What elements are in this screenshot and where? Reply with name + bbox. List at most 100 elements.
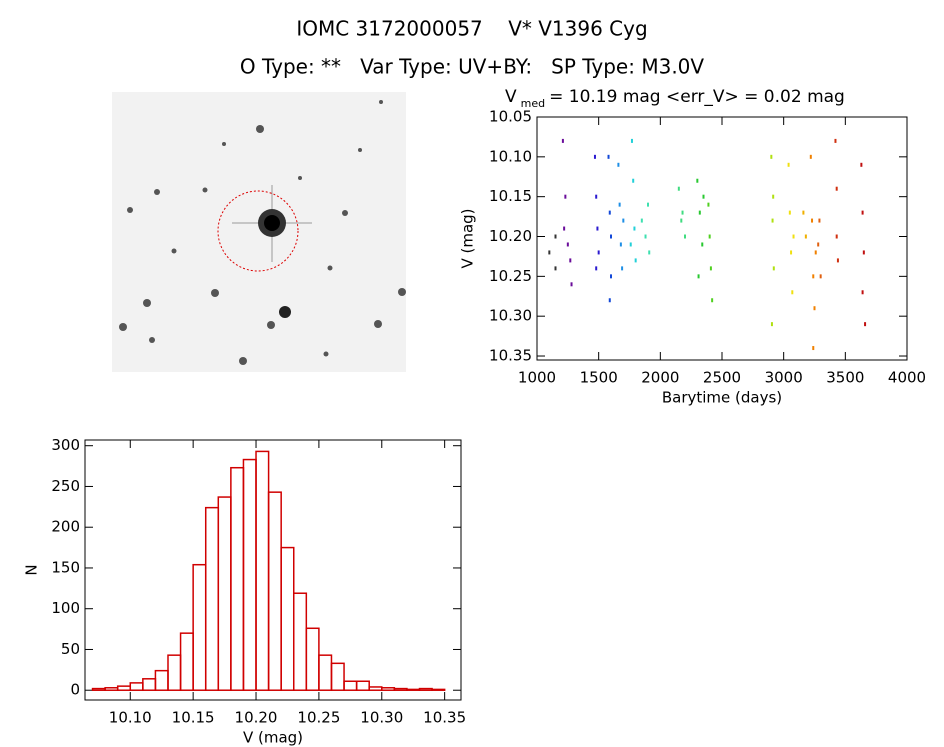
histogram-bar <box>230 466 245 691</box>
y-tick-label: 250 <box>51 477 80 495</box>
plot-title-part: = 10.19 mag <err_V> = 0.02 mag <box>549 87 845 107</box>
data-point <box>548 250 551 255</box>
data-point <box>617 162 620 167</box>
x-tick-label: 1500 <box>580 369 618 387</box>
plot-frame <box>84 439 462 701</box>
y-tick-label: 300 <box>51 436 80 454</box>
data-point <box>566 242 569 247</box>
data-point <box>809 154 812 159</box>
data-point <box>619 242 622 247</box>
data-point <box>790 250 793 255</box>
histogram-bar <box>381 687 396 691</box>
y-tick-label: 10.10 <box>489 147 532 165</box>
data-point <box>621 266 624 271</box>
data-point <box>608 210 611 215</box>
figure-subtitle: O Type: ** Var Type: UV+BY: SP Type: M3.… <box>240 55 704 79</box>
data-point <box>622 218 625 223</box>
histogram-bar <box>267 491 282 691</box>
y-axis-label: N <box>23 564 41 575</box>
plot-frame <box>536 116 908 361</box>
data-point <box>812 274 815 279</box>
x-tick-label: 2500 <box>703 369 741 387</box>
histogram-bar <box>393 687 408 691</box>
x-axis-label: V (mag) <box>243 729 303 747</box>
data-point <box>707 202 710 207</box>
data-point <box>681 210 684 215</box>
y-tick-label: 10.25 <box>489 267 532 285</box>
data-point <box>770 322 773 327</box>
data-point <box>814 250 817 255</box>
x-tick-label: 10.35 <box>423 709 466 727</box>
histogram-bar <box>104 687 119 691</box>
histogram-bar <box>368 686 383 691</box>
x-tick-label: 2000 <box>641 369 679 387</box>
data-point <box>697 274 700 279</box>
y-tick-label: 10.20 <box>489 227 532 245</box>
data-point <box>564 194 567 199</box>
histogram-bar <box>355 680 370 691</box>
data-point <box>834 138 837 143</box>
data-point <box>772 194 775 199</box>
y-axis-label: V (mag) <box>459 208 477 268</box>
histogram-bar <box>142 678 157 691</box>
histogram-bar <box>280 546 295 691</box>
y-tick-label: 10.30 <box>489 307 532 325</box>
histogram-bar <box>343 680 358 691</box>
data-point <box>640 218 643 223</box>
y-tick-label: 200 <box>51 518 80 536</box>
data-point <box>836 258 839 263</box>
data-point <box>772 266 775 271</box>
data-point <box>787 162 790 167</box>
x-tick-label: 3000 <box>765 369 803 387</box>
y-tick-label: 150 <box>51 558 80 576</box>
data-point <box>610 274 612 279</box>
data-point <box>633 226 636 231</box>
data-point <box>595 194 598 199</box>
x-tick-label: 10.25 <box>297 709 340 727</box>
histogram-bar <box>255 450 270 691</box>
sky-image <box>112 92 406 372</box>
x-tick-label: 4000 <box>888 369 926 387</box>
x-tick-label: 10.30 <box>360 709 403 727</box>
histogram-bar <box>192 563 207 691</box>
histogram-bar <box>330 662 345 691</box>
histogram-bar <box>242 458 257 691</box>
data-point <box>696 178 699 183</box>
data-point <box>770 154 773 159</box>
data-point <box>771 218 774 223</box>
x-tick-label: 10.10 <box>109 709 152 727</box>
x-tick-label: 1000 <box>518 369 556 387</box>
data-point <box>812 346 815 351</box>
data-point <box>647 202 649 207</box>
histogram-bar <box>406 688 421 691</box>
data-point <box>610 234 612 239</box>
plot-title-part: V <box>505 87 517 107</box>
data-point <box>554 234 557 239</box>
data-point <box>595 266 598 271</box>
data-point <box>709 266 712 271</box>
data-point <box>711 298 714 303</box>
data-point <box>684 234 686 239</box>
data-point <box>813 306 816 311</box>
y-tick-label: 10.15 <box>489 187 532 205</box>
data-point <box>819 274 822 279</box>
data-point <box>861 290 864 295</box>
data-point <box>802 210 805 215</box>
data-point <box>677 186 680 191</box>
data-point <box>817 242 820 247</box>
data-point <box>698 210 701 215</box>
histogram-bar <box>154 669 169 691</box>
data-point <box>708 234 711 239</box>
y-tick-label: 50 <box>61 640 80 658</box>
y-tick-label: 100 <box>51 599 80 617</box>
data-point <box>608 298 611 303</box>
histogram-bar <box>167 654 182 691</box>
histogram-bar <box>116 685 132 691</box>
data-point <box>702 194 705 199</box>
data-point <box>648 250 651 255</box>
histogram-bar <box>91 687 106 691</box>
data-point <box>644 234 647 239</box>
histogram-bar <box>129 682 144 691</box>
data-point <box>818 218 821 223</box>
